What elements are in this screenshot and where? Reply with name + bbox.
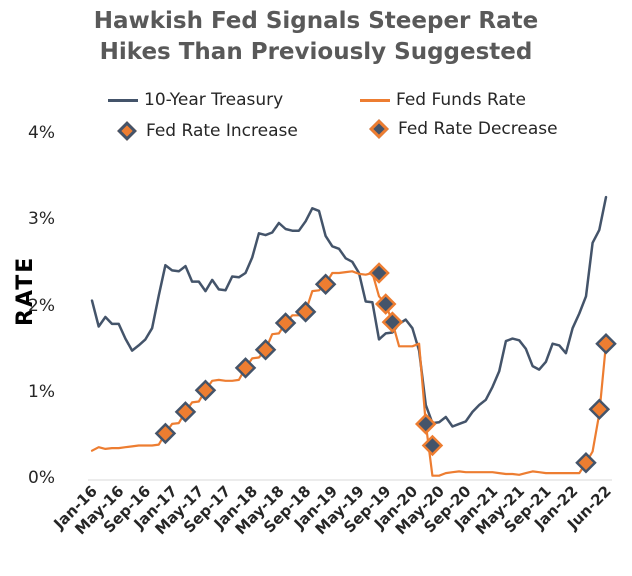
rate-increase-marker [314, 273, 337, 295]
series-layer [90, 195, 608, 477]
chart-title-line-2: Hikes Than Previously Suggested [99, 39, 533, 65]
rate-increase-marker [274, 312, 297, 334]
y-tick-label: 2% [28, 296, 55, 316]
marker-layer [154, 262, 617, 474]
rate-increase-marker [595, 332, 617, 355]
rate-decrease-marker [381, 311, 404, 333]
rate-increase-marker [154, 422, 177, 445]
rate-increase-marker [234, 357, 257, 379]
rate-increase-marker [174, 401, 197, 423]
chart-title-line-1: Hawkish Fed Signals Steeper Rate [93, 8, 539, 34]
rate-increase-marker [575, 451, 597, 474]
y-tick-label: 4% [28, 123, 55, 143]
y-tick-label: 3% [28, 209, 55, 229]
rate-increase-marker [294, 301, 317, 323]
chart-title: Hawkish Fed Signals Steeper Rate Hikes T… [0, 6, 632, 68]
y-tick-label: 1% [28, 382, 55, 402]
rate-decrease-marker [368, 262, 390, 284]
x-tick-layer: Jan-16May-16Sep-16Jan-17May-17Sep-17Jan-… [50, 482, 615, 538]
y-tick-label: 0% [28, 468, 55, 488]
rate-increase-marker [588, 398, 611, 421]
rate-decrease-marker [374, 293, 397, 315]
rate-decrease-marker [421, 434, 444, 457]
treasury-line [90, 195, 608, 428]
rate-decrease-marker [414, 413, 437, 435]
rate-increase-marker [254, 338, 277, 361]
fed-funds-line [90, 270, 608, 477]
rate-increase-marker [194, 379, 217, 402]
